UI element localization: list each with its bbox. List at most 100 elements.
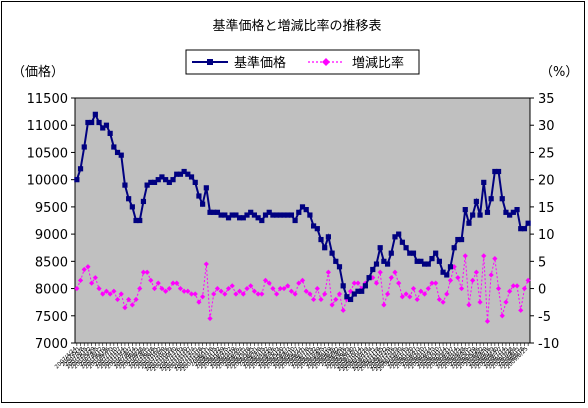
ratio-line [76,255,529,322]
price-point [451,245,457,251]
price-point [303,207,309,213]
price-point [259,217,265,224]
price-point [225,215,232,221]
price-point [177,171,184,177]
ratio-point [251,288,258,294]
ratio-point [403,291,409,297]
price-point [266,209,272,215]
ratio-point [392,269,398,275]
price-point [488,196,494,202]
price-point [484,209,491,215]
y-left-axis: 7000 7500 8000 8500 9000 9500 10000 10500 11000 1… [27,92,76,352]
ratio-point [96,285,102,292]
ratio-point [355,280,361,286]
ratio-point [203,261,209,267]
ratio-point [100,291,106,297]
price-point [514,207,520,213]
price-point [333,258,339,264]
ratio-point [466,302,472,308]
price-point [74,177,80,183]
y-right-tick-label: 30 [538,119,555,134]
ratio-point [244,285,250,292]
price-point [525,220,531,226]
price-point [366,275,372,281]
ratio-point [299,277,306,283]
ratio-point [307,291,313,297]
price-point [355,288,361,294]
price-point [270,212,276,218]
ratio-point [292,291,298,297]
ratio-point [233,291,239,297]
price-point [229,212,235,218]
price-point [377,245,383,251]
price-point [292,217,298,224]
price-point [159,174,165,180]
y-left-tick-label: 8500 [35,255,68,270]
price-point [262,212,269,218]
ratio-point [196,299,202,305]
price-point [192,179,198,185]
y-right-label: （%） [540,65,578,80]
ratio-point [396,280,402,286]
ratio-point [262,277,269,283]
ratio-point [433,280,439,286]
ratio-point [373,280,380,286]
price-point [373,261,380,267]
ratio-point [388,275,394,281]
y-left-tick-label: 11500 [27,92,68,107]
price-point [384,261,391,267]
price-point [166,179,172,185]
price-point [103,122,110,128]
ratio-point [410,285,417,292]
price-point [510,209,516,215]
ratio-point [240,291,246,297]
ratio-point [207,315,213,322]
price-point [207,209,213,215]
ratio-point [303,288,309,294]
ratio-point [507,288,513,294]
ratio-point [425,285,431,292]
price-point [429,256,435,262]
ratio-point [111,288,117,294]
ratio-point [211,291,217,297]
price-point [444,272,450,278]
ratio-point [322,291,328,297]
legend-price-marker [207,59,213,65]
ratio-point [470,277,476,283]
ratio-point [218,288,224,294]
price-point [403,245,409,251]
ratio-point [274,291,280,297]
price-point [122,182,128,188]
price-point [133,217,139,224]
ratio-point [525,277,531,283]
ratio-point [81,266,87,273]
ratio-point [259,291,265,297]
ratio-point [340,307,346,313]
ratio-point [473,269,479,275]
ratio-point [77,277,84,283]
series-ratio [74,253,531,324]
price-point [507,212,513,218]
ratio-point [384,291,391,297]
plot-area [74,97,531,344]
y-left-tick-label: 8000 [35,283,68,298]
price-point [77,166,84,172]
ratio-point [248,283,254,289]
y-right-tick-label: -10 [538,337,559,352]
price-point [151,179,158,185]
ratio-point [318,296,324,303]
ratio-point [270,285,276,292]
price-point [237,215,243,221]
price-point [414,258,420,264]
price-point [503,209,509,215]
price-point [481,179,487,185]
ratio-point [277,285,283,292]
price-point [499,196,505,202]
ratio-point [377,269,383,275]
price-point [144,182,150,188]
ratio-point [229,283,235,289]
y-left-tick-label: 7000 [35,337,68,352]
ratio-point [118,291,124,297]
ratio-point [177,285,184,292]
legend-ratio-label: 増減比率 [352,55,404,71]
